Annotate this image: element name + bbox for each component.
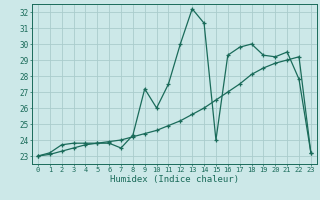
X-axis label: Humidex (Indice chaleur): Humidex (Indice chaleur) — [110, 175, 239, 184]
